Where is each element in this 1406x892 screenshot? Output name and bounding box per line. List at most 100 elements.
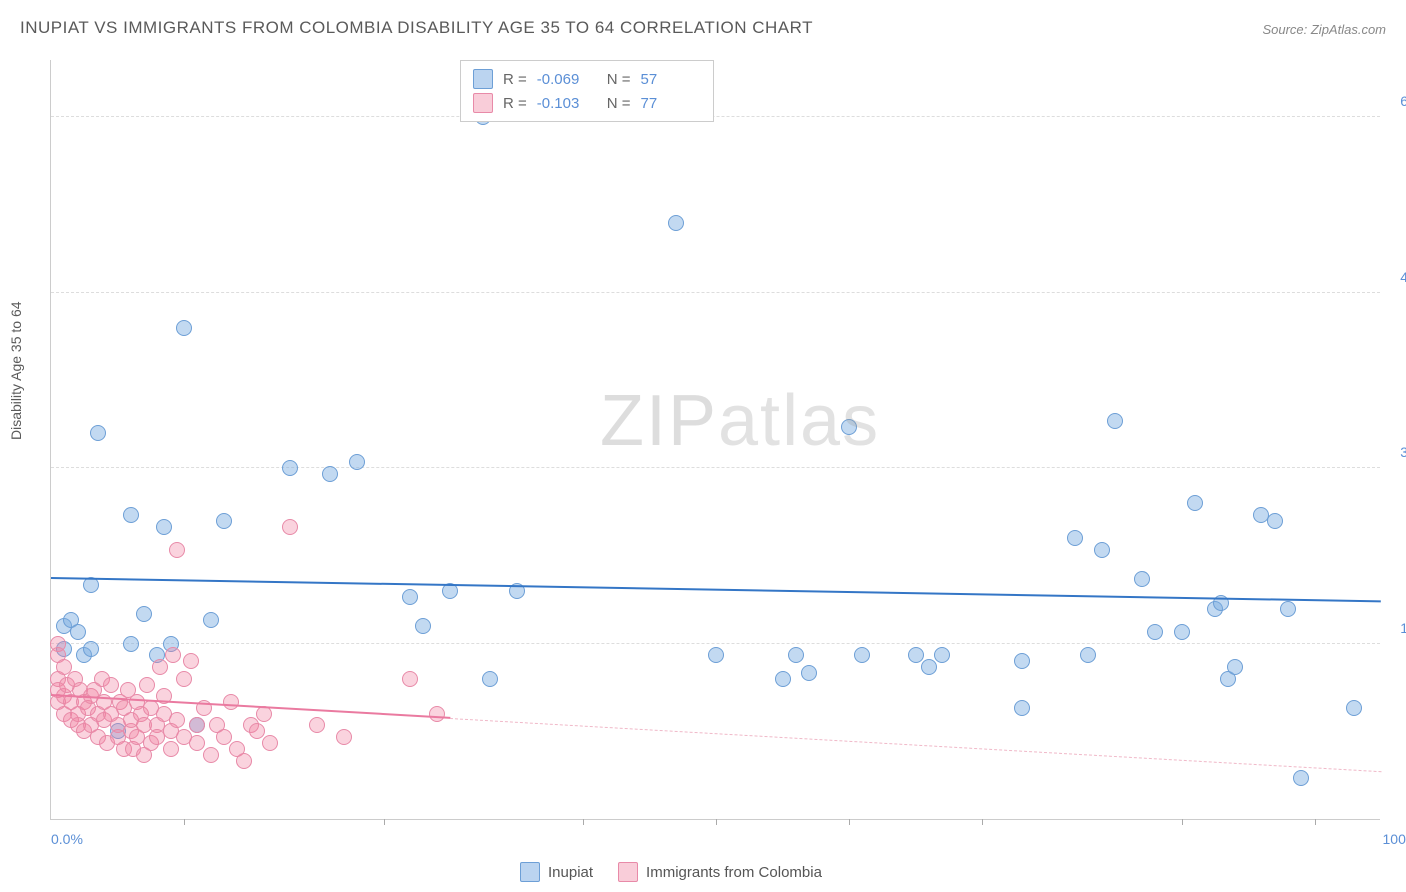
scatter-point (854, 647, 870, 663)
scatter-point (169, 542, 185, 558)
y-axis-title: Disability Age 35 to 64 (8, 301, 24, 440)
scatter-point (668, 215, 684, 231)
x-tick (583, 819, 584, 825)
x-tick (384, 819, 385, 825)
legend-item-2: Immigrants from Colombia (618, 862, 822, 882)
scatter-point (176, 320, 192, 336)
swatch-blue (473, 69, 493, 89)
chart-title: INUPIAT VS IMMIGRANTS FROM COLOMBIA DISA… (20, 18, 813, 38)
scatter-point (336, 729, 352, 745)
y-tick-label: 30.0% (1385, 444, 1406, 460)
n-value-2: 77 (641, 95, 701, 112)
legend-item-1: Inupiat (520, 862, 593, 882)
n-label: N = (607, 95, 631, 112)
scatter-point (70, 624, 86, 640)
x-tick (716, 819, 717, 825)
y-tick-label: 60.0% (1385, 93, 1406, 109)
swatch-pink (473, 93, 493, 113)
x-tick (849, 819, 850, 825)
scatter-point (1147, 624, 1163, 640)
scatter-point (262, 735, 278, 751)
scatter-point (203, 612, 219, 628)
r-value-1: -0.069 (537, 71, 597, 88)
scatter-point (176, 671, 192, 687)
scatter-point (1227, 659, 1243, 675)
scatter-point (908, 647, 924, 663)
scatter-point (322, 466, 338, 482)
scatter-point (1267, 513, 1283, 529)
r-value-2: -0.103 (537, 95, 597, 112)
scatter-point (921, 659, 937, 675)
scatter-point (156, 519, 172, 535)
scatter-point (152, 659, 168, 675)
scatter-point (1080, 647, 1096, 663)
y-tick-label: 15.0% (1385, 620, 1406, 636)
swatch-blue-icon (520, 862, 540, 882)
stats-legend: R = -0.069 N = 57 R = -0.103 N = 77 (460, 60, 714, 122)
r-label: R = (503, 71, 527, 88)
scatter-point (1107, 413, 1123, 429)
scatter-point (775, 671, 791, 687)
n-label: N = (607, 71, 631, 88)
scatter-point (1014, 700, 1030, 716)
scatter-point (216, 729, 232, 745)
scatter-point (189, 735, 205, 751)
scatter-point (203, 747, 219, 763)
r-label: R = (503, 95, 527, 112)
scatter-point (90, 425, 106, 441)
scatter-point (801, 665, 817, 681)
scatter-point (402, 671, 418, 687)
scatter-point (1187, 495, 1203, 511)
scatter-point (1067, 530, 1083, 546)
x-max-label: 100.0% (1383, 831, 1406, 847)
x-tick (184, 819, 185, 825)
scatter-point (1094, 542, 1110, 558)
scatter-point (282, 460, 298, 476)
source-attribution: Source: ZipAtlas.com (1262, 22, 1386, 37)
gridline (51, 643, 1380, 644)
scatter-point (482, 671, 498, 687)
stats-row-1: R = -0.069 N = 57 (473, 67, 701, 91)
scatter-point (216, 513, 232, 529)
scatter-point (1280, 601, 1296, 617)
scatter-point (123, 507, 139, 523)
gridline (51, 116, 1380, 117)
scatter-point (136, 606, 152, 622)
scatter-point (123, 636, 139, 652)
scatter-point (183, 653, 199, 669)
stats-row-2: R = -0.103 N = 77 (473, 91, 701, 115)
scatter-point (249, 723, 265, 739)
x-min-label: 0.0% (51, 831, 83, 847)
watermark: ZIPatlas (600, 380, 880, 462)
scatter-point (309, 717, 325, 733)
scatter-point (788, 647, 804, 663)
x-tick (1315, 819, 1316, 825)
scatter-point (1014, 653, 1030, 669)
scatter-point (349, 454, 365, 470)
scatter-point (103, 677, 119, 693)
scatter-point (708, 647, 724, 663)
scatter-point (1346, 700, 1362, 716)
scatter-point (163, 741, 179, 757)
gridline (51, 292, 1380, 293)
swatch-pink-icon (618, 862, 638, 882)
y-tick-label: 45.0% (1385, 269, 1406, 285)
scatter-point (189, 717, 205, 733)
scatter-point (415, 618, 431, 634)
legend-label-2: Immigrants from Colombia (646, 864, 822, 881)
gridline (51, 467, 1380, 468)
scatter-point (83, 641, 99, 657)
x-tick (1182, 819, 1183, 825)
scatter-point (429, 706, 445, 722)
scatter-point (1293, 770, 1309, 786)
scatter-point (139, 677, 155, 693)
trend-line (450, 718, 1381, 772)
scatter-point (165, 647, 181, 663)
trend-line (51, 577, 1381, 602)
legend-label-1: Inupiat (548, 864, 593, 881)
scatter-point (282, 519, 298, 535)
bottom-legend: Inupiat Immigrants from Colombia (520, 862, 822, 882)
scatter-point (934, 647, 950, 663)
scatter-point (1174, 624, 1190, 640)
x-tick (982, 819, 983, 825)
